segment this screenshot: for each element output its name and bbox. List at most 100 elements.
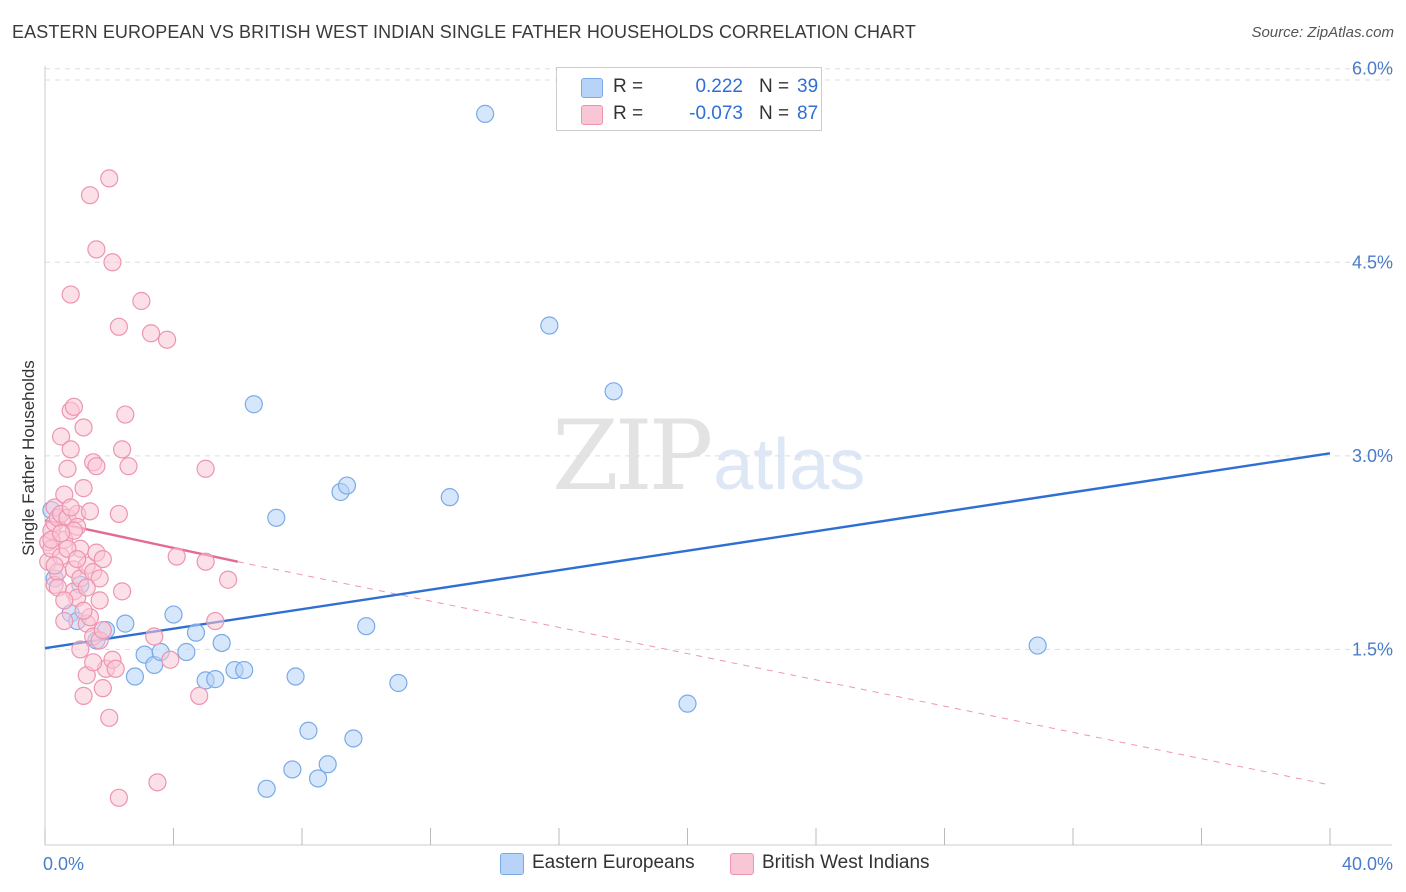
eastern-point: [357, 617, 376, 636]
british-point: [109, 788, 128, 807]
r-label: R =: [613, 76, 644, 97]
british-point: [55, 611, 74, 631]
legend-label: Eastern Europeans: [532, 852, 695, 873]
british-point: [80, 186, 100, 205]
british-point: [112, 582, 132, 601]
r-value: -0.073: [689, 103, 743, 124]
eastern-point: [212, 633, 231, 653]
british-point: [116, 405, 135, 424]
british-point: [64, 397, 84, 416]
eastern-point: [337, 476, 357, 495]
eastern-point: [286, 667, 305, 686]
eastern-point: [308, 769, 328, 788]
british-point: [219, 570, 238, 589]
british-point: [167, 547, 186, 566]
eastern-point: [257, 779, 276, 798]
y-tick-label: 1.5%: [1352, 639, 1393, 659]
eastern-point: [235, 660, 254, 680]
british-point: [132, 291, 151, 311]
british-point: [145, 627, 164, 646]
grid-lines: [45, 68, 1392, 650]
eastern-point: [164, 605, 183, 624]
n-value: 39: [797, 76, 819, 97]
stats-legend: R = 0.222 N = 39 R = -0.073 N = 87: [556, 67, 822, 131]
british-point: [74, 479, 93, 498]
british-point: [100, 708, 119, 727]
eastern-point: [206, 670, 225, 689]
british-point: [103, 253, 122, 272]
british-point: [93, 549, 112, 569]
british-point: [77, 578, 96, 597]
eastern-point: [344, 729, 363, 748]
british-swatch: [581, 105, 603, 125]
eastern-point: [678, 694, 697, 713]
british-point: [196, 552, 215, 571]
trend-lines: [44, 452, 1331, 786]
tick-labels: 1.5% 3.0% 4.5% 6.0% 0.0% 40.0% Single Father H…: [19, 59, 1393, 874]
british-point: [74, 418, 93, 437]
british-point: [190, 686, 209, 705]
eastern-swatch: [581, 78, 603, 98]
british-point: [71, 640, 90, 659]
british-point: [157, 330, 177, 349]
british-point: [90, 569, 109, 588]
british-point: [141, 324, 161, 343]
british-trend-extension: [237, 561, 1331, 786]
british-point: [93, 620, 112, 640]
eastern-point: [267, 508, 286, 527]
n-value: 87: [797, 103, 819, 124]
eastern-legend-swatch: [500, 853, 524, 875]
british-legend-swatch: [730, 853, 754, 875]
source-credit: Source: ZipAtlas.com: [1251, 24, 1394, 41]
r-value: 0.222: [695, 76, 743, 97]
watermark-atlas: atlas: [713, 425, 866, 505]
british-point: [61, 440, 80, 459]
british-point: [119, 457, 138, 476]
eastern-point: [125, 667, 145, 686]
british-point: [109, 317, 128, 336]
chart-title: EASTERN EUROPEAN VS BRITISH WEST INDIAN …: [12, 22, 917, 42]
eastern-point: [389, 673, 408, 693]
british-point: [90, 591, 109, 610]
eastern-point: [299, 721, 318, 740]
n-label: N =: [759, 76, 790, 97]
british-point: [196, 459, 215, 478]
x-tick-label: 0.0%: [43, 854, 84, 874]
eastern-point: [1028, 636, 1047, 655]
british-point: [45, 556, 64, 575]
y-axis-label: Single Father Households: [19, 360, 38, 556]
eastern-point: [283, 760, 302, 779]
eastern-point: [540, 316, 559, 335]
british-point: [109, 504, 128, 524]
y-tick-label: 4.5%: [1352, 252, 1393, 272]
british-point: [68, 549, 87, 569]
eastern-point: [604, 382, 623, 401]
british-point: [58, 459, 77, 478]
y-tick-label: 3.0%: [1352, 446, 1393, 466]
british-point: [112, 440, 132, 459]
british-point: [106, 659, 125, 678]
british-point: [100, 169, 119, 188]
y-tick-label: 6.0%: [1352, 59, 1393, 79]
eastern-point: [177, 642, 196, 662]
british-point: [74, 686, 93, 705]
n-label: N =: [759, 103, 790, 124]
british-point: [74, 601, 93, 620]
british-point: [93, 679, 112, 698]
british-point: [51, 524, 71, 543]
british-point: [61, 498, 80, 517]
eastern-point: [116, 614, 135, 633]
british-point: [148, 773, 167, 792]
eastern-point: [440, 488, 459, 507]
british-point: [87, 240, 106, 259]
data-points: [39, 104, 1047, 807]
x-tick-label: 40.0%: [1342, 854, 1393, 874]
british-point: [55, 591, 74, 610]
british-point: [61, 285, 80, 304]
eastern-point: [244, 395, 263, 414]
british-point: [80, 502, 100, 521]
british-point: [87, 457, 106, 476]
r-label: R =: [613, 103, 644, 124]
british-point: [51, 427, 71, 446]
